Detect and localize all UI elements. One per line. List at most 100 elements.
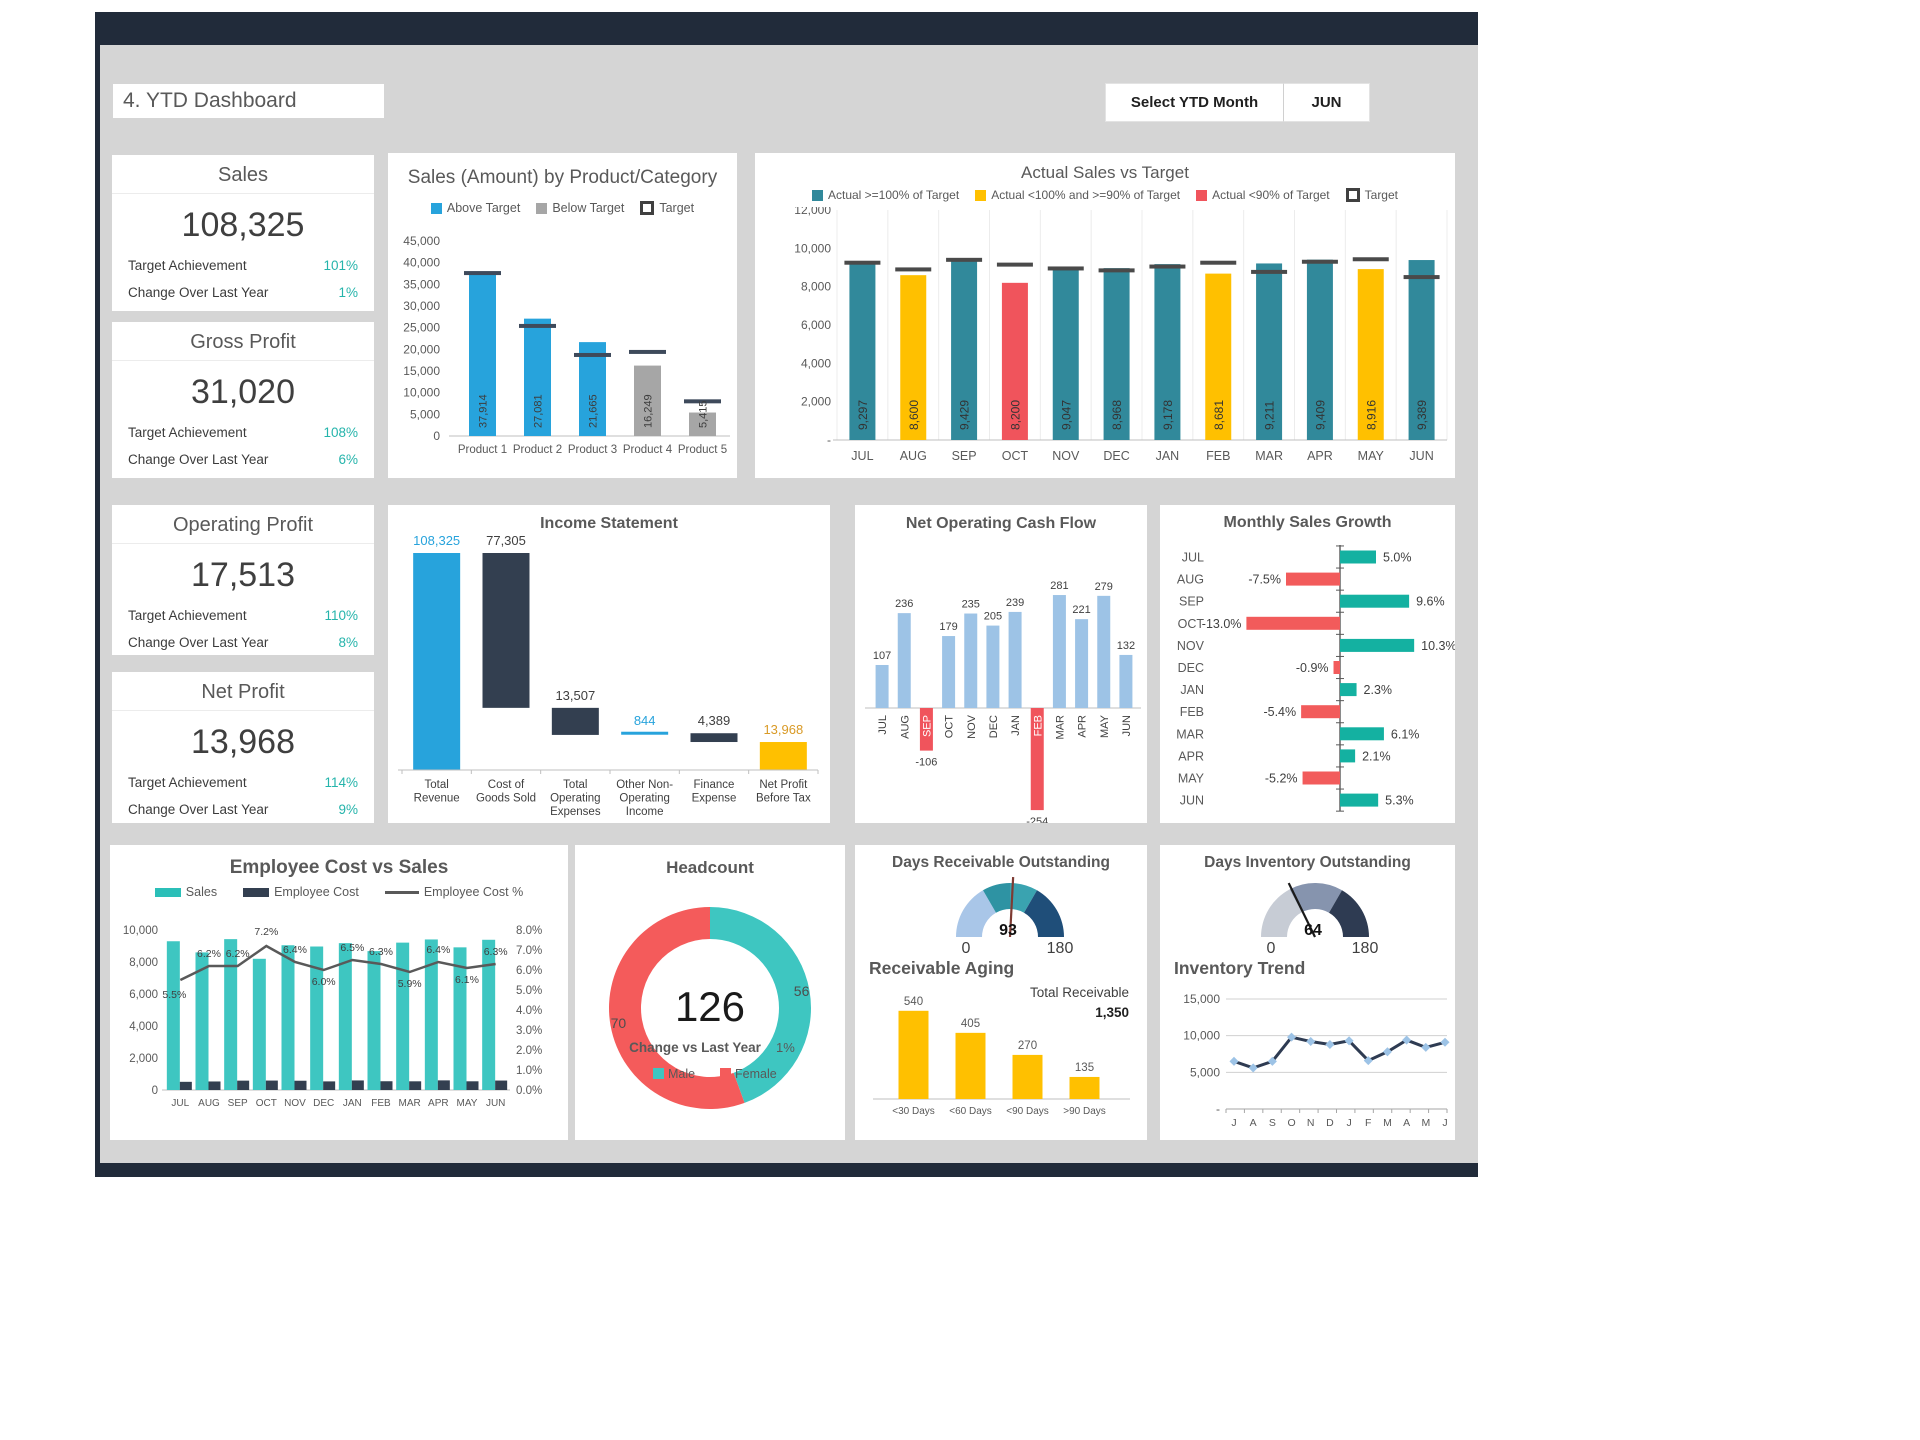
target-marker — [629, 349, 666, 354]
sales-bar — [1052, 266, 1079, 440]
y-tick-label: 15,000 — [1183, 992, 1220, 1006]
x-label: MAY — [457, 1098, 478, 1109]
bar-value-label: 9,211 — [1263, 401, 1277, 430]
chart-element: 64 0 180 — [1261, 882, 1378, 955]
chart-element: 0 5,000 10,000 15,000 20,000 25,000 30,000 35,0… — [403, 234, 730, 456]
y2-tick-label: 5.0% — [516, 985, 542, 997]
kpi-title: Gross Profit — [112, 322, 374, 361]
month-label: NOV — [1177, 639, 1205, 653]
y-tick-label: 25,000 — [403, 321, 440, 335]
bar-value-label: 279 — [1095, 581, 1113, 593]
ge100-swatch — [811, 189, 823, 201]
growth-bar — [1340, 683, 1357, 697]
total-receivable-label: Total Receivable — [1030, 985, 1129, 1000]
x-label: DEC — [1103, 449, 1129, 463]
x-label: <90 Days — [1006, 1106, 1049, 1117]
gauge-segment — [956, 890, 996, 937]
kpi-target-achievement: 114% — [324, 775, 358, 790]
inventory-trend-title: Inventory Trend — [1174, 958, 1306, 978]
x-label: JUL — [851, 449, 873, 463]
sales-bar — [252, 958, 266, 1090]
growth-bar — [1340, 749, 1356, 763]
employee-cost-bar — [179, 1081, 192, 1090]
x-label: Product 2 — [513, 444, 562, 456]
line-value-label: 6.5% — [340, 942, 364, 954]
growth-bar — [1340, 727, 1384, 741]
x-label: FEB — [1032, 715, 1044, 736]
month-label: JUL — [1182, 551, 1204, 565]
ytd-month-value[interactable]: JUN — [1283, 83, 1370, 122]
gauge-segment — [1010, 883, 1037, 913]
chart-element: 93 0 180 — [956, 877, 1073, 955]
bar-value-label: -0.9% — [1296, 661, 1329, 675]
chart-title: Income Statement — [540, 515, 678, 532]
male-slice — [710, 907, 811, 1103]
target-marker — [1047, 266, 1084, 271]
gauge-segment — [983, 883, 1010, 913]
chart-title: Days Receivable Outstanding — [892, 854, 1110, 871]
waterfall-bar — [482, 553, 530, 708]
product-bar — [634, 365, 661, 436]
bar-value-label: 205 — [984, 611, 1002, 623]
sales-bar — [310, 946, 324, 1090]
x-label: JAN — [1156, 449, 1180, 463]
x-label: S — [1269, 1117, 1276, 1129]
bar-value-label: 270 — [1018, 1040, 1037, 1052]
bar-value-label: 540 — [904, 996, 923, 1008]
target-marker — [574, 352, 611, 357]
x-label: NOV — [966, 714, 978, 739]
days-inventory-gauge: 64 0 180 — [1160, 873, 1455, 955]
panel-employee-cost-vs-sales: Employee Cost vs Sales Sales Employee Co… — [110, 845, 568, 1140]
x-label: DEC — [313, 1098, 334, 1109]
legend-label: Male — [668, 1067, 695, 1081]
panel-income-statement: Income Statement 108,325 Total Revenue 77,3… — [388, 505, 830, 823]
bar-value-label: 405 — [961, 1018, 980, 1030]
bar-value-label: 21,665 — [588, 394, 600, 428]
y-tick-label: 10,000 — [123, 925, 158, 937]
sales-bar — [396, 942, 410, 1090]
target-swatch-icon — [1345, 188, 1360, 202]
inventory-trend-chart: 15,000 10,000 5,000- J A S O N D J F M A M J — [1160, 981, 1455, 1142]
month-label: DEC — [1178, 661, 1204, 675]
legend-label: Sales — [185, 885, 218, 899]
cash-flow-bar — [986, 625, 1000, 708]
header-band — [95, 12, 1478, 45]
x-label: APR — [428, 1098, 449, 1109]
bar-value-label: 844 — [634, 713, 656, 728]
actual-vs-target-chart: - 2,000 4,000 6,000 8,000 10,000 12,000 9,297 JU… — [755, 207, 1455, 478]
x-label: Expenses — [550, 806, 601, 818]
gauge-value: 93 — [999, 922, 1017, 939]
waterfall-bar — [690, 733, 738, 743]
line-value-label: 6.4% — [283, 944, 307, 956]
bar-value-label: -254 — [1026, 816, 1048, 823]
sales-bar — [1205, 273, 1232, 440]
kpi-change-value: 1% — [338, 285, 358, 300]
y2-tick-label: 3.0% — [516, 1025, 542, 1037]
x-label: JUN — [486, 1098, 505, 1109]
x-label: AUG — [198, 1098, 220, 1109]
chart-title: Days Inventory Outstanding — [1204, 854, 1411, 871]
bar-value-label: 8,681 — [1212, 400, 1226, 430]
month-label: FEB — [1180, 705, 1204, 719]
select-ytd-month-button[interactable]: Select YTD Month — [1105, 83, 1284, 122]
target-marker — [1098, 268, 1135, 273]
sales-bar — [281, 945, 295, 1090]
chart-title: Sales (Amount) by Product/Category — [407, 167, 718, 188]
total-receivable-value: 1,350 — [1095, 1005, 1129, 1020]
chart-title: Net Operating Cash Flow — [905, 515, 1097, 532]
x-label: MAR — [1255, 449, 1283, 463]
y-tick-label: 10,000 — [794, 241, 831, 255]
below-target-swatch — [536, 202, 548, 214]
sales-bar — [224, 939, 238, 1090]
bar-value-label: -7.5% — [1248, 573, 1281, 587]
y-tick-label: 4,000 — [801, 356, 831, 370]
employee-cost-bar — [437, 1080, 450, 1090]
sales-bar — [338, 943, 352, 1090]
x-label: NOV — [284, 1098, 306, 1109]
gauge-segment — [1289, 883, 1342, 913]
y-tick-label: 30,000 — [403, 299, 440, 313]
x-label: Product 5 — [678, 444, 727, 456]
chart-title: Actual Sales vs Target — [1021, 163, 1189, 182]
ge90-swatch — [975, 189, 987, 201]
sales-swatch — [154, 887, 181, 897]
